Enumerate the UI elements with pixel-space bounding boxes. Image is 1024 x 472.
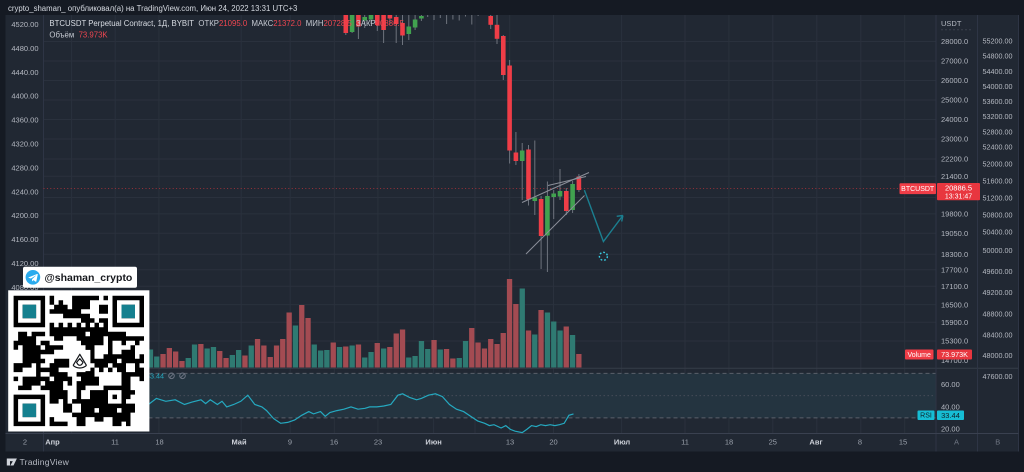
svg-text:Июн: Июн: [425, 438, 441, 447]
svg-text:25000.0: 25000.0: [941, 96, 968, 105]
svg-text:26000.0: 26000.0: [941, 76, 968, 85]
svg-text:4240.00: 4240.00: [11, 187, 38, 196]
svg-text:15300.0: 15300.0: [941, 337, 968, 346]
svg-text:19050.0: 19050.0: [941, 229, 968, 238]
svg-text:28000.0: 28000.0: [941, 37, 968, 46]
svg-text:54000.00: 54000.00: [983, 82, 1013, 91]
svg-text:BTCUSDT: BTCUSDT: [901, 186, 935, 193]
svg-text:4160.00: 4160.00: [11, 235, 38, 244]
svg-text:17700.0: 17700.0: [941, 265, 968, 274]
svg-text:50000.00: 50000.00: [983, 246, 1013, 255]
svg-text:48000.00: 48000.00: [983, 351, 1013, 360]
svg-text:53600.00: 53600.00: [983, 97, 1013, 106]
svg-text:Объём 73.973K: Объём 73.973K: [49, 30, 108, 39]
svg-text:33.44: 33.44: [146, 372, 164, 381]
svg-text:40.00: 40.00: [941, 403, 960, 412]
svg-text:4480.00: 4480.00: [11, 44, 38, 53]
svg-text:Июл: Июл: [614, 438, 631, 447]
svg-text:crypto_shaman_ опубликовал(а): crypto_shaman_ опубликовал(а) на Trading…: [8, 4, 297, 13]
svg-text:20886.5: 20886.5: [945, 184, 972, 193]
svg-text:4120.00: 4120.00: [11, 259, 38, 268]
svg-text:B: B: [995, 438, 1000, 447]
svg-text:4280.00: 4280.00: [11, 163, 38, 172]
svg-text:14700.0: 14700.0: [941, 356, 968, 365]
svg-text:9: 9: [288, 438, 292, 447]
svg-text:2: 2: [23, 438, 27, 447]
svg-text:Апр: Апр: [45, 438, 60, 447]
svg-text:4320.00: 4320.00: [11, 140, 38, 149]
svg-text:55200.00: 55200.00: [983, 37, 1013, 46]
svg-text:53200.00: 53200.00: [983, 112, 1013, 121]
svg-text:4520.00: 4520.00: [11, 20, 38, 29]
svg-text:TradingView: TradingView: [20, 457, 70, 467]
svg-text:4360.00: 4360.00: [11, 116, 38, 125]
svg-text:33.44: 33.44: [941, 411, 960, 420]
svg-text:4200.00: 4200.00: [11, 211, 38, 220]
svg-text:73.973K: 73.973K: [941, 350, 968, 359]
svg-text:54400.00: 54400.00: [983, 67, 1013, 76]
svg-text:15900.0: 15900.0: [941, 318, 968, 327]
svg-text:51200.00: 51200.00: [983, 194, 1013, 203]
svg-text:50800.00: 50800.00: [983, 211, 1013, 220]
svg-text:54800.00: 54800.00: [983, 52, 1013, 61]
svg-text:22200.0: 22200.0: [941, 155, 968, 164]
svg-text:24000.0: 24000.0: [941, 115, 968, 124]
svg-text:8: 8: [858, 438, 862, 447]
svg-text:23: 23: [374, 438, 382, 447]
svg-text:15: 15: [899, 438, 907, 447]
svg-text:21400.0: 21400.0: [941, 172, 968, 181]
svg-text:49200.00: 49200.00: [983, 288, 1013, 297]
svg-text:20: 20: [549, 438, 557, 447]
svg-text:48800.00: 48800.00: [983, 309, 1013, 318]
svg-text:18: 18: [155, 438, 163, 447]
svg-text:Май: Май: [231, 438, 247, 447]
svg-text:11: 11: [111, 438, 119, 447]
svg-text:USDT: USDT: [941, 19, 962, 28]
svg-text:13:31:47: 13:31:47: [945, 194, 972, 201]
svg-text:RSI: RSI: [920, 413, 932, 420]
svg-text:13: 13: [506, 438, 514, 447]
svg-text:20.00: 20.00: [941, 425, 960, 434]
svg-text:52000.00: 52000.00: [983, 160, 1013, 169]
svg-text:60.00: 60.00: [941, 380, 960, 389]
svg-text:16500.0: 16500.0: [941, 300, 968, 309]
svg-text:Авг: Авг: [809, 438, 822, 447]
svg-text:25: 25: [769, 438, 777, 447]
svg-text:16: 16: [330, 438, 338, 447]
svg-text:Volume: Volume: [908, 352, 931, 359]
svg-text:A: A: [954, 438, 959, 447]
svg-text:BTCUSDT Perpetual Contract, 1Д: BTCUSDT Perpetual Contract, 1Д, BYBIT ОТ…: [49, 19, 404, 28]
svg-text:49600.00: 49600.00: [983, 267, 1013, 276]
svg-text:11: 11: [681, 438, 689, 447]
svg-text:4440.00: 4440.00: [11, 68, 38, 77]
svg-text:17100.0: 17100.0: [941, 282, 968, 291]
svg-text:4400.00: 4400.00: [11, 92, 38, 101]
svg-text:51600.00: 51600.00: [983, 177, 1013, 186]
svg-text:18300.0: 18300.0: [941, 250, 968, 259]
svg-text:48400.00: 48400.00: [983, 330, 1013, 339]
svg-text:18: 18: [725, 438, 733, 447]
svg-text:47600.00: 47600.00: [983, 372, 1013, 381]
svg-text:50400.00: 50400.00: [983, 228, 1013, 237]
svg-text:@shaman_crypto: @shaman_crypto: [45, 272, 133, 284]
svg-text:52400.00: 52400.00: [983, 142, 1013, 151]
svg-text:19800.0: 19800.0: [941, 210, 968, 219]
svg-text:23000.0: 23000.0: [941, 135, 968, 144]
svg-text:52800.00: 52800.00: [983, 127, 1013, 136]
svg-text:27000.0: 27000.0: [941, 57, 968, 66]
